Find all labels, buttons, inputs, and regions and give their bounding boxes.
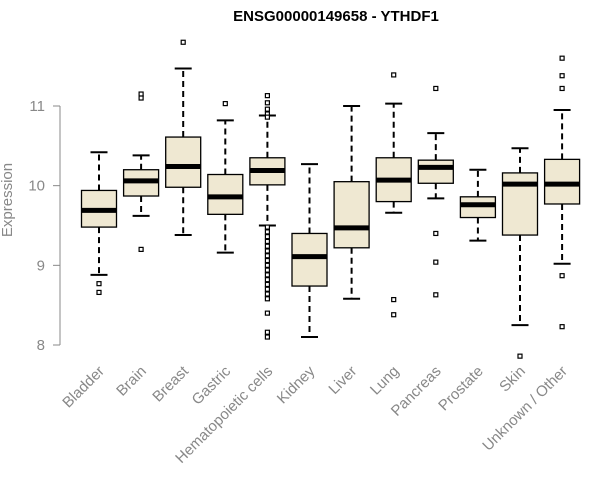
category-label: Lung xyxy=(367,363,403,399)
iqr-box xyxy=(417,159,454,184)
outlier-point xyxy=(264,291,270,297)
box-lung xyxy=(375,72,412,318)
outlier-point xyxy=(264,267,270,273)
y-tick-label: 11 xyxy=(29,98,45,115)
outlier-point xyxy=(433,259,439,265)
outlier-point xyxy=(264,277,270,283)
box-unknown-other xyxy=(543,55,581,330)
outlier-point xyxy=(264,248,270,254)
outlier-point xyxy=(391,312,397,318)
outlier-point xyxy=(264,253,270,259)
outlier-point xyxy=(180,39,186,45)
box-prostate xyxy=(459,168,497,242)
category-label: Prostate xyxy=(435,363,487,415)
box-breast xyxy=(165,39,202,237)
outlier-point xyxy=(559,73,565,79)
category-label: Brain xyxy=(113,363,150,400)
outlier-point xyxy=(264,281,270,288)
outlier-point xyxy=(559,85,565,92)
category-label: Kidney xyxy=(274,362,319,407)
category-label: Skin xyxy=(496,363,529,396)
chart-title: ENSG00000149658 - YTHDF1 xyxy=(233,8,439,25)
box-liver xyxy=(333,104,370,300)
iqr-box xyxy=(333,181,370,249)
y-axis-label: Expression xyxy=(0,163,16,237)
box-hematopoietic-cells xyxy=(249,93,286,340)
outlier-point xyxy=(264,243,270,249)
outlier-point xyxy=(433,230,439,237)
outlier-point xyxy=(559,324,565,330)
outlier-point xyxy=(517,353,523,359)
box-gastric xyxy=(207,100,244,254)
box-brain xyxy=(122,91,160,252)
outlier-point xyxy=(391,296,397,303)
y-tick-label: 10 xyxy=(28,178,45,195)
iqr-box xyxy=(291,232,328,287)
box-skin xyxy=(501,147,539,359)
outlier-point xyxy=(264,238,270,245)
outlier-point xyxy=(264,257,270,264)
outlier-point xyxy=(138,95,144,101)
outlier-point xyxy=(138,246,144,252)
category-label: Bladder xyxy=(59,363,108,412)
category-label: Liver xyxy=(325,363,360,398)
outlier-point xyxy=(391,72,397,78)
box-bladder xyxy=(80,151,118,296)
outlier-point xyxy=(264,234,270,240)
iqr-box xyxy=(165,136,202,188)
y-axis: 8 9 10 11 xyxy=(28,98,61,354)
outlier-point xyxy=(264,329,270,335)
outlier-point xyxy=(264,224,270,230)
outlier-point xyxy=(264,100,270,106)
outlier-point xyxy=(222,100,228,107)
box-pancreas xyxy=(417,85,454,298)
boxes xyxy=(80,39,581,359)
outlier-point xyxy=(264,334,270,340)
outlier-point xyxy=(96,281,102,287)
outlier-point xyxy=(264,93,270,99)
box-kidney xyxy=(291,163,328,339)
outlier-point xyxy=(264,262,270,268)
y-tick-label: 9 xyxy=(37,257,45,274)
category-label: Breast xyxy=(149,362,192,405)
outlier-point xyxy=(264,229,270,235)
outlier-point xyxy=(433,292,439,298)
outlier-point xyxy=(264,310,270,316)
outlier-point xyxy=(264,296,270,302)
y-tick-label: 8 xyxy=(37,337,45,354)
outlier-point xyxy=(559,273,565,279)
outlier-point xyxy=(264,106,270,112)
outlier-point xyxy=(264,272,270,278)
outlier-point xyxy=(264,114,270,120)
outlier-point xyxy=(433,85,439,92)
outlier-point xyxy=(96,289,102,296)
outlier-point xyxy=(559,55,565,61)
outlier-point xyxy=(264,286,270,292)
